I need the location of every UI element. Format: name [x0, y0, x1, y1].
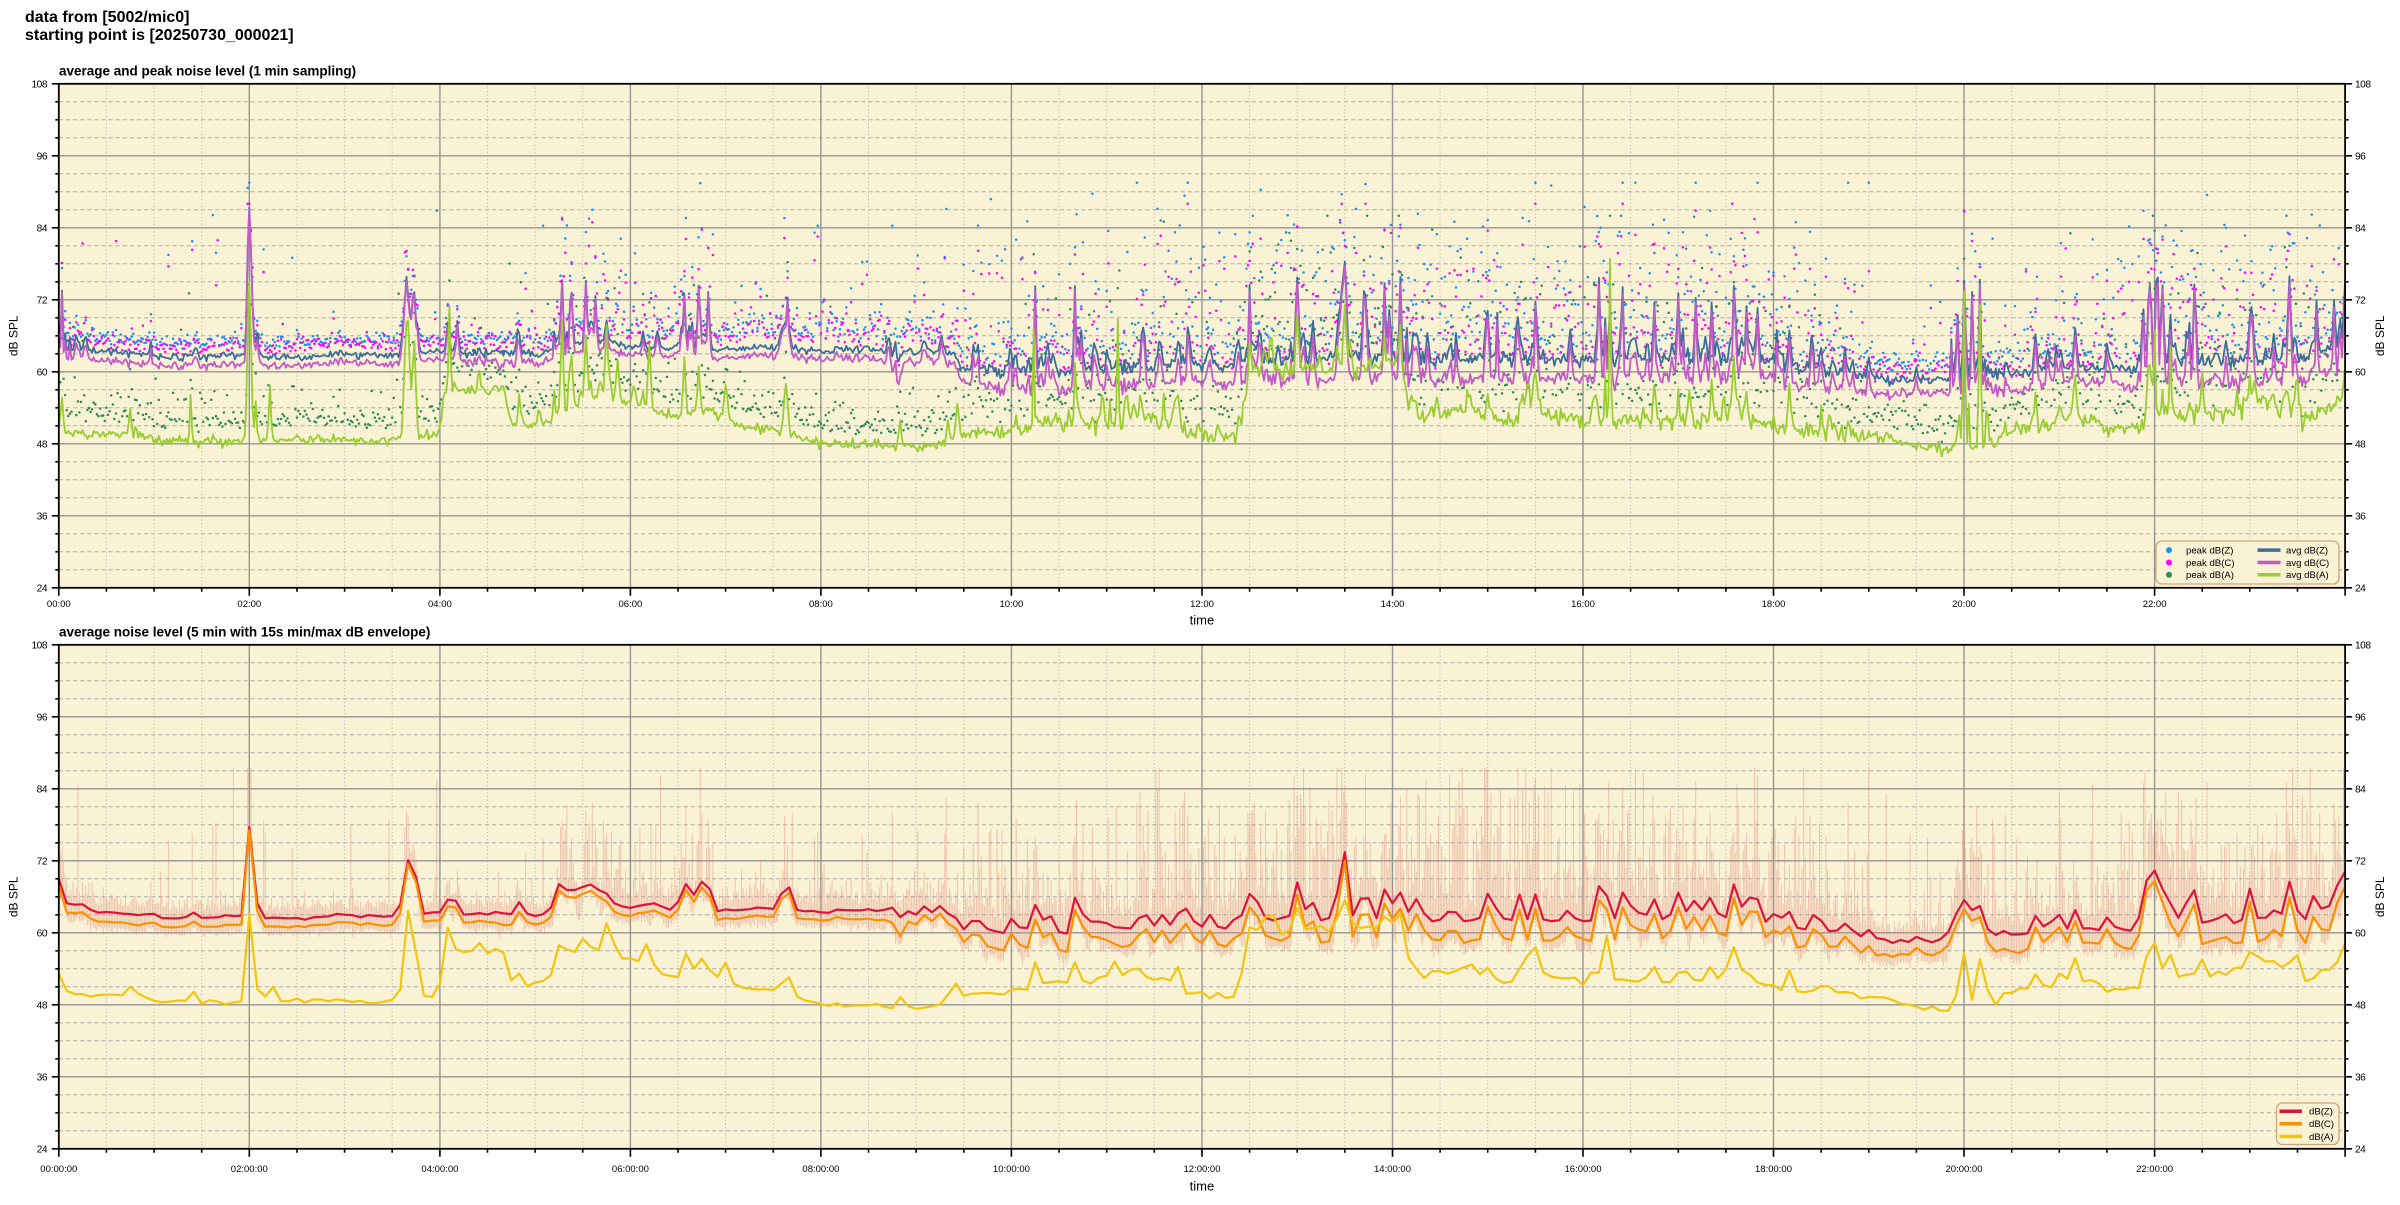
svg-text:72: 72	[37, 856, 48, 867]
svg-text:20:00:00: 20:00:00	[1946, 1164, 1983, 1175]
svg-text:72: 72	[2355, 295, 2366, 306]
svg-text:04:00:00: 04:00:00	[421, 1164, 458, 1175]
svg-text:data from [5002/mic0]: data from [5002/mic0]	[25, 9, 190, 26]
svg-text:16:00: 16:00	[1571, 599, 1595, 610]
svg-text:24: 24	[2355, 583, 2366, 594]
svg-text:96: 96	[2355, 151, 2366, 162]
svg-text:96: 96	[2355, 712, 2366, 723]
svg-text:16:00:00: 16:00:00	[1565, 1164, 1602, 1175]
svg-text:84: 84	[2355, 784, 2366, 795]
svg-text:108: 108	[32, 79, 48, 90]
svg-text:84: 84	[37, 223, 48, 234]
svg-text:84: 84	[37, 784, 48, 795]
svg-text:10:00: 10:00	[1000, 599, 1024, 610]
svg-text:dB SPL: dB SPL	[2373, 315, 2387, 356]
svg-text:starting point is [20250730_00: starting point is [20250730_000021]	[25, 27, 294, 44]
svg-text:dB SPL: dB SPL	[7, 876, 21, 917]
svg-text:48: 48	[2355, 439, 2366, 450]
svg-text:peak dB(C): peak dB(C)	[2186, 558, 2235, 569]
svg-text:22:00: 22:00	[2143, 599, 2167, 610]
svg-text:22:00:00: 22:00:00	[2136, 1164, 2173, 1175]
svg-text:dB SPL: dB SPL	[2373, 876, 2387, 917]
svg-text:48: 48	[2355, 1000, 2366, 1011]
svg-text:06:00: 06:00	[619, 599, 643, 610]
svg-text:dB SPL: dB SPL	[7, 315, 21, 356]
svg-text:avg dB(A): avg dB(A)	[2286, 570, 2329, 581]
svg-text:96: 96	[37, 712, 48, 723]
svg-text:04:00: 04:00	[428, 599, 452, 610]
svg-text:24: 24	[2355, 1144, 2366, 1155]
svg-text:108: 108	[2355, 640, 2371, 651]
svg-text:time: time	[1190, 1179, 1215, 1194]
svg-text:108: 108	[32, 640, 48, 651]
svg-text:10:00:00: 10:00:00	[993, 1164, 1030, 1175]
svg-text:02:00: 02:00	[237, 599, 261, 610]
svg-text:avg dB(Z): avg dB(Z)	[2286, 546, 2328, 557]
svg-text:84: 84	[2355, 223, 2366, 234]
svg-text:14:00:00: 14:00:00	[1374, 1164, 1411, 1175]
svg-text:36: 36	[2355, 1072, 2366, 1083]
svg-text:108: 108	[2355, 79, 2371, 90]
svg-text:48: 48	[37, 439, 48, 450]
svg-text:72: 72	[2355, 856, 2366, 867]
svg-text:96: 96	[37, 151, 48, 162]
svg-text:18:00:00: 18:00:00	[1755, 1164, 1792, 1175]
svg-text:time: time	[1190, 613, 1215, 628]
svg-text:00:00:00: 00:00:00	[40, 1164, 77, 1175]
svg-text:peak dB(Z): peak dB(Z)	[2186, 546, 2233, 557]
svg-text:24: 24	[37, 583, 48, 594]
svg-text:18:00: 18:00	[1762, 599, 1786, 610]
svg-text:60: 60	[37, 928, 48, 939]
svg-text:12:00: 12:00	[1190, 599, 1214, 610]
svg-text:60: 60	[37, 367, 48, 378]
svg-text:06:00:00: 06:00:00	[612, 1164, 649, 1175]
svg-text:dB(A): dB(A)	[2309, 1132, 2334, 1143]
svg-text:average and peak noise level (: average and peak noise level (1 min samp…	[59, 64, 356, 79]
svg-text:20:00: 20:00	[1952, 599, 1976, 610]
svg-text:00:00: 00:00	[47, 599, 71, 610]
svg-text:36: 36	[37, 511, 48, 522]
svg-text:60: 60	[2355, 367, 2366, 378]
svg-text:02:00:00: 02:00:00	[231, 1164, 268, 1175]
svg-text:12:00:00: 12:00:00	[1184, 1164, 1221, 1175]
svg-text:36: 36	[2355, 511, 2366, 522]
svg-text:average noise level (5 min wit: average noise level (5 min with 15s min/…	[59, 625, 430, 640]
svg-text:60: 60	[2355, 928, 2366, 939]
svg-text:36: 36	[37, 1072, 48, 1083]
svg-text:24: 24	[37, 1144, 48, 1155]
svg-text:08:00: 08:00	[809, 599, 833, 610]
svg-text:avg dB(C): avg dB(C)	[2286, 558, 2329, 569]
svg-text:48: 48	[37, 1000, 48, 1011]
svg-text:08:00:00: 08:00:00	[802, 1164, 839, 1175]
svg-text:dB(Z): dB(Z)	[2309, 1107, 2333, 1118]
svg-text:dB(C): dB(C)	[2309, 1119, 2334, 1130]
svg-text:peak dB(A): peak dB(A)	[2186, 570, 2234, 581]
svg-text:14:00: 14:00	[1381, 599, 1405, 610]
svg-text:72: 72	[37, 295, 48, 306]
